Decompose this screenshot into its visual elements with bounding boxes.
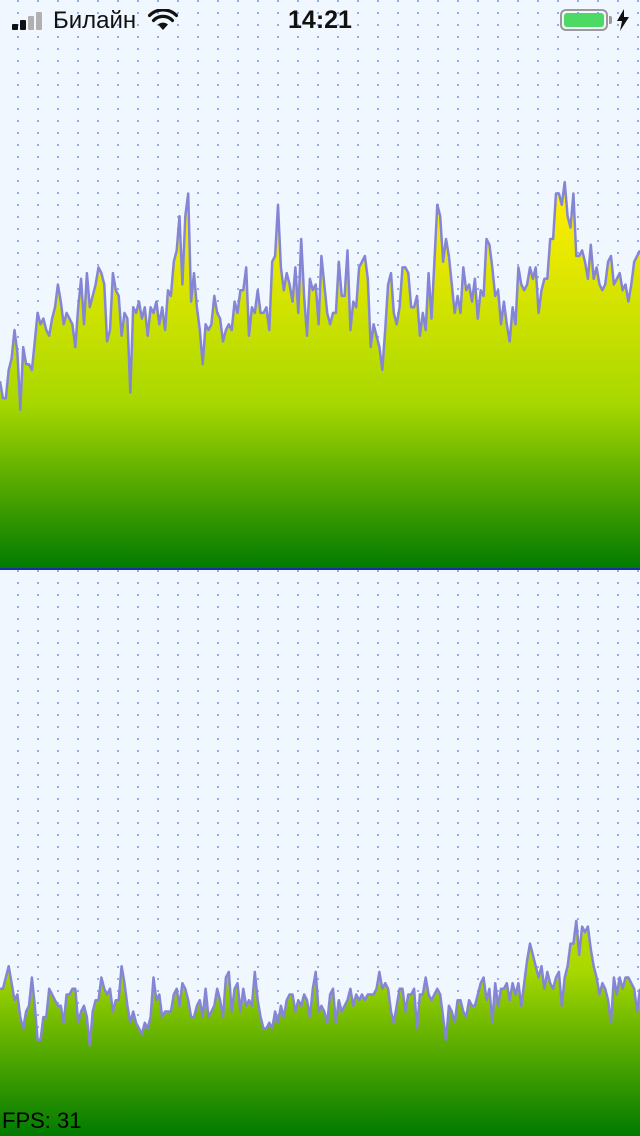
waveform-area: [0, 182, 640, 569]
charging-bolt-icon: [617, 9, 629, 31]
status-bar: Билайн 14:21: [0, 0, 640, 40]
signal-icon: [12, 12, 48, 30]
fps-label: FPS: 31: [2, 1108, 82, 1133]
waveform-svg-top: [0, 0, 640, 569]
waveform-area: [0, 920, 640, 1136]
waveform-line: [0, 919, 640, 1047]
carrier-name: Билайн: [53, 7, 137, 34]
waveform-svg-bottom: [0, 570, 640, 1136]
waveform-line: [0, 180, 640, 411]
chart-divider: [0, 568, 640, 570]
status-time: 14:21: [288, 6, 352, 34]
waveform-chart-bottom: [0, 570, 640, 1136]
battery-tip: [609, 16, 612, 24]
battery-icon: [560, 9, 608, 31]
waveform-chart-top: [0, 0, 640, 569]
wifi-icon: [148, 9, 178, 30]
